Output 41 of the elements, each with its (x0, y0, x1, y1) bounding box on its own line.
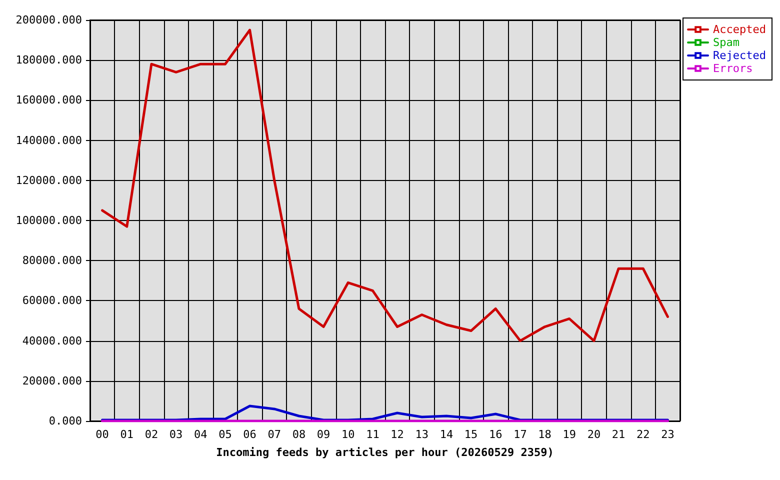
y-tick-label: 80000.000 (22, 254, 82, 268)
x-tick-label: 03 (169, 428, 183, 441)
x-tick-label: 11 (366, 428, 380, 441)
x-tick-label: 22 (636, 428, 650, 441)
y-tick-label: 100000.000 (16, 214, 82, 227)
y-tick-label: 120000.000 (16, 174, 82, 187)
x-tick-label: 14 (440, 428, 454, 441)
y-tick-label: 200000.000 (16, 14, 82, 26)
x-tick-label: 23 (661, 428, 674, 441)
x-axis-title: Incoming feeds by articles per hour (20260529 2359) (216, 446, 554, 459)
x-tick-label: 09 (316, 428, 330, 441)
x-tick-label: 04 (194, 428, 208, 441)
legend-label: Accepted (713, 23, 766, 36)
x-tick-label: 18 (538, 428, 552, 441)
x-tick-label: 16 (489, 428, 502, 441)
x-tick-label: 08 (292, 428, 306, 441)
x-tick-label: 13 (415, 428, 428, 441)
x-tick-label: 10 (342, 428, 355, 441)
x-tick-label: 01 (120, 428, 134, 441)
x-tick-label: 05 (218, 428, 232, 441)
line-series (101, 28, 669, 342)
y-tick-label: 60000.000 (22, 294, 82, 308)
legend-label: Errors (713, 62, 753, 75)
x-tick-label: 17 (514, 428, 527, 441)
y-tick-label: 160000.000 (16, 94, 82, 107)
x-tick-label: 00 (96, 428, 109, 441)
x-tick-label: 12 (390, 428, 404, 441)
y-tick-label: 40000.000 (22, 334, 82, 348)
x-tick-label: 15 (464, 428, 478, 441)
x-tick-label: 06 (243, 428, 256, 441)
x-tick-label: 02 (144, 428, 158, 441)
y-tick-label: 140000.000 (16, 134, 82, 147)
legend-label: Rejected (713, 49, 766, 62)
y-tick-label: 0.000 (48, 414, 82, 428)
y-tick-label: 20000.000 (22, 374, 82, 388)
x-tick-label: 20 (587, 428, 601, 441)
y-tick-label: 180000.000 (16, 54, 82, 67)
x-tick-label: 21 (612, 428, 626, 441)
x-tick-label: 19 (562, 428, 576, 441)
x-tick-label: 07 (268, 428, 281, 441)
legend-label: Spam (713, 36, 740, 49)
